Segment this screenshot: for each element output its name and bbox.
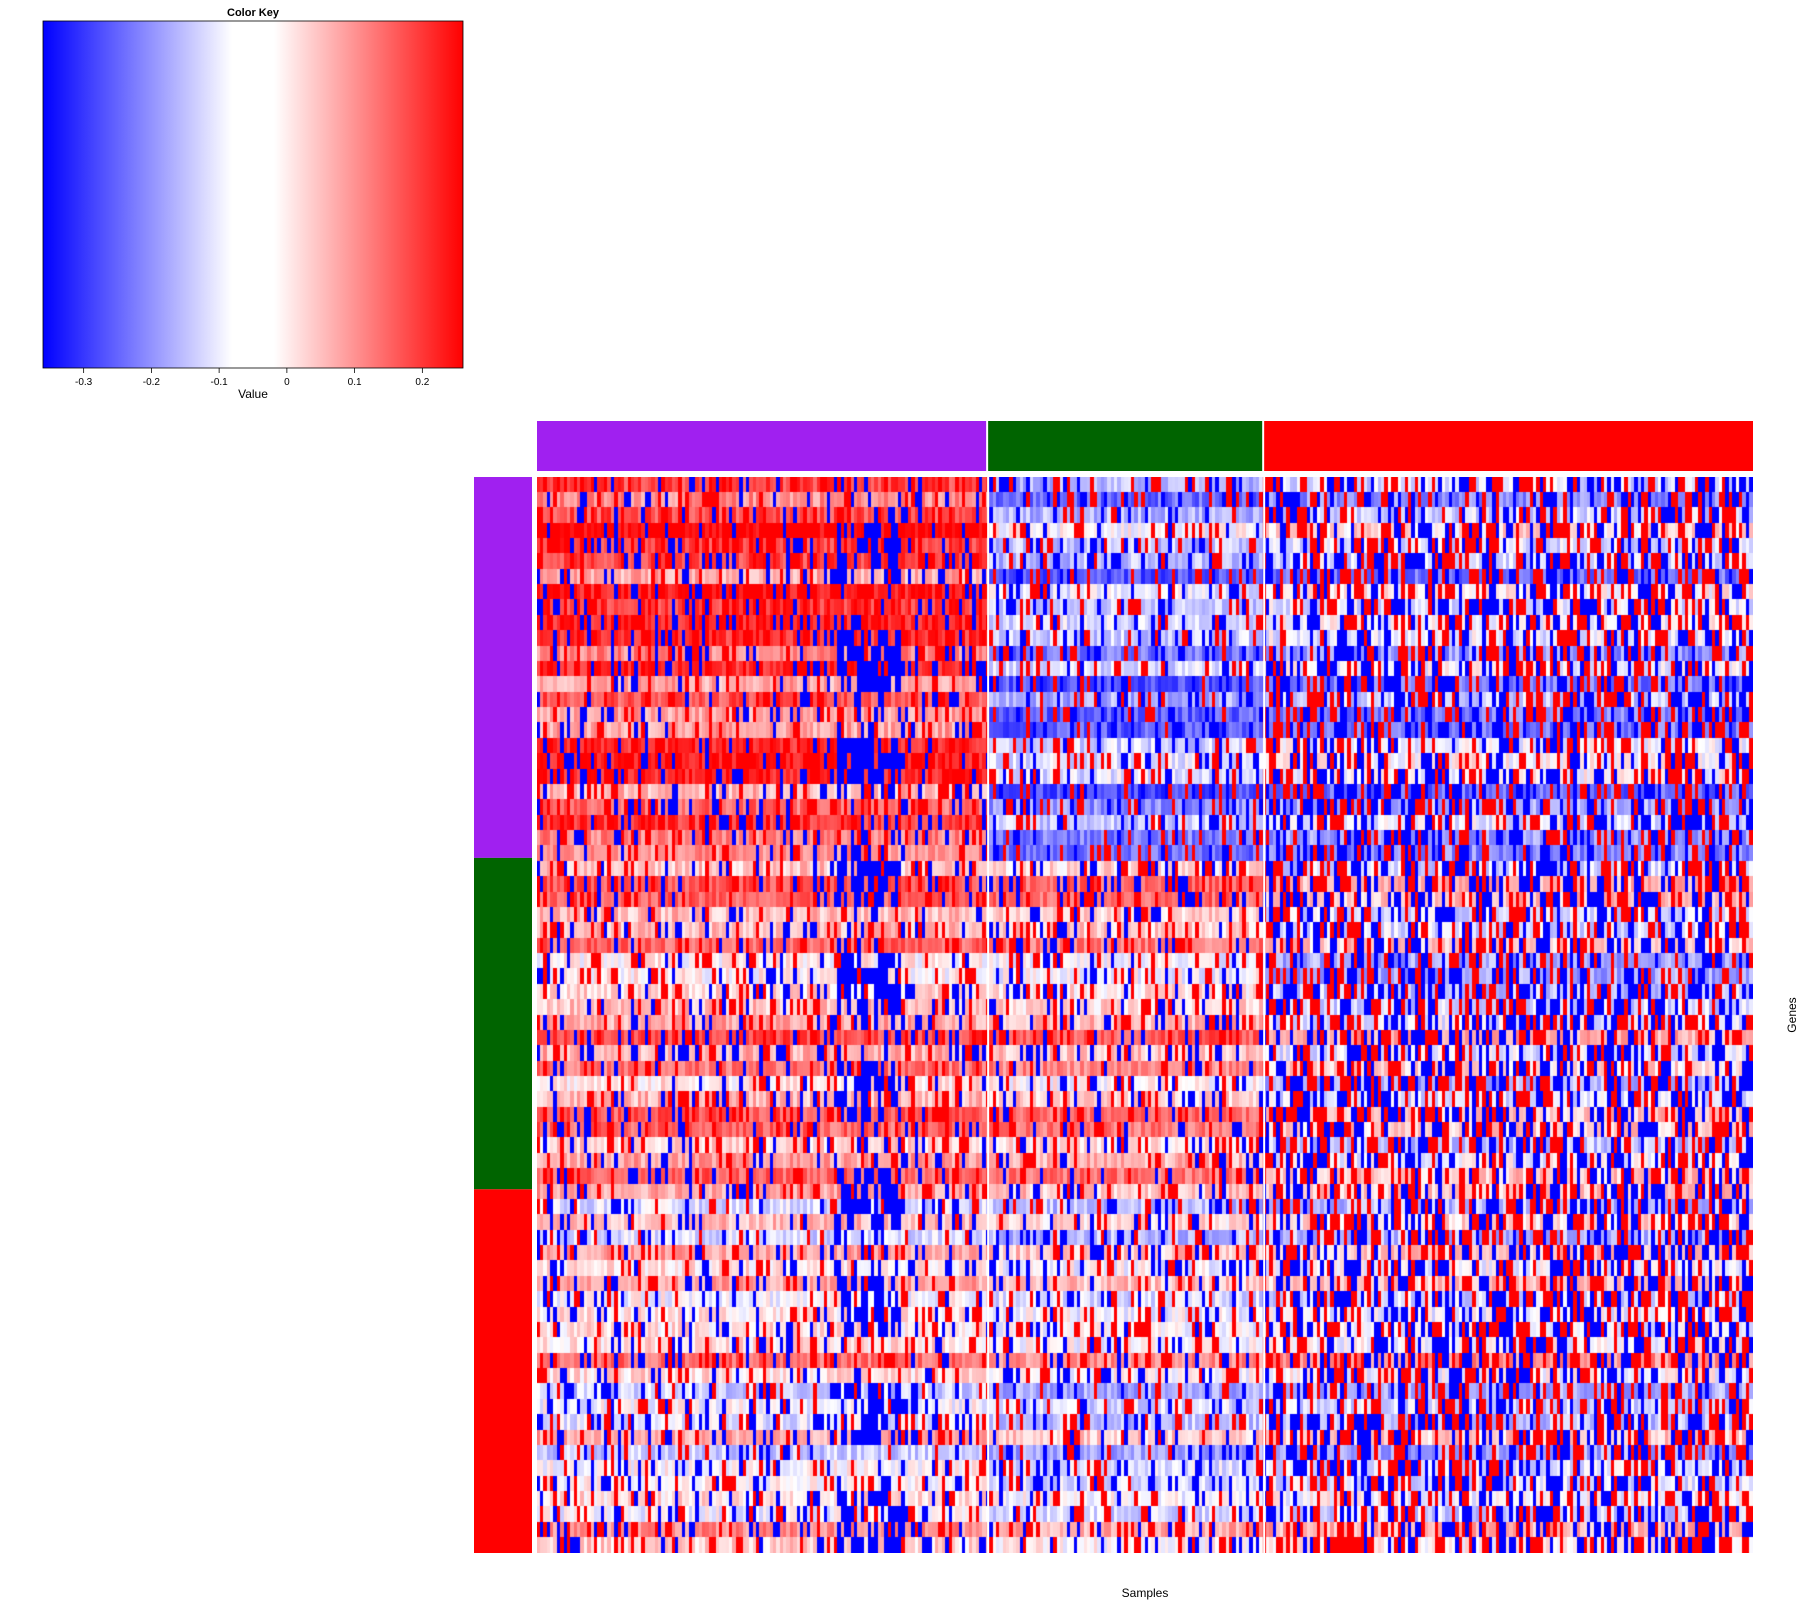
color-key-tick-label: -0.1 <box>211 377 229 388</box>
color-key: Color Key -0.3 -0.2 -0.1 0 0.1 0.2 Value <box>42 7 464 401</box>
color-key-ticks: -0.3 -0.2 -0.1 0 0.1 0.2 <box>75 368 430 388</box>
color-key-tick-label: 0.1 <box>348 377 362 388</box>
row-side-colors <box>474 477 532 1553</box>
color-key-xlabel: Value <box>238 387 268 401</box>
color-key-title: Color Key <box>227 7 280 19</box>
row-group-bar <box>474 477 532 858</box>
color-key-tick-label: -0.2 <box>143 377 161 388</box>
column-group-bar <box>1264 421 1753 471</box>
color-key-tick-label: 0.2 <box>415 377 429 388</box>
color-key-tick-label: -0.3 <box>75 377 93 388</box>
heatmap-cell-grid <box>537 477 1753 1553</box>
y-axis-label: Genes <box>1785 997 1799 1032</box>
column-group-bar <box>988 421 1263 471</box>
column-group-bar <box>537 421 987 471</box>
row-group-bar <box>474 1189 532 1553</box>
row-group-bar <box>474 857 532 1190</box>
color-key-tick-label: 0 <box>284 377 290 388</box>
x-axis-label: Samples <box>1122 1586 1169 1600</box>
heatmap-cells <box>537 473 1753 1553</box>
column-side-colors <box>537 421 1753 471</box>
color-key-gradient <box>42 20 464 369</box>
